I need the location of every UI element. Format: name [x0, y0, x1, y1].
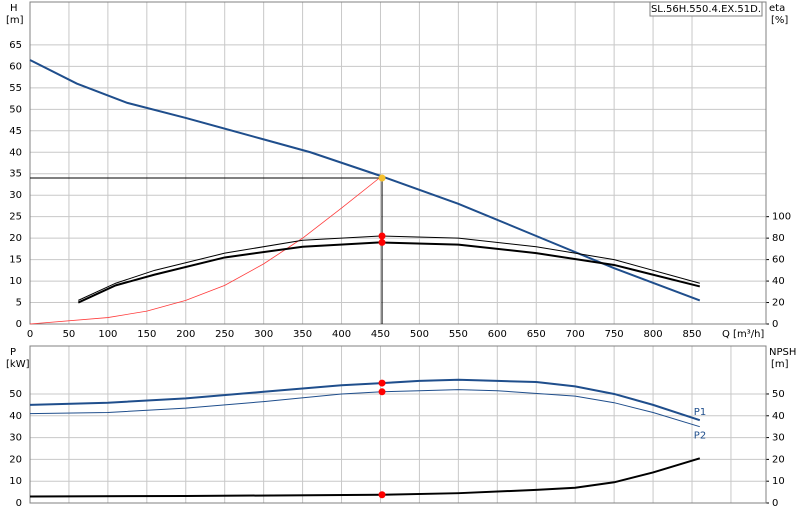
y-axis-label: P [10, 347, 16, 358]
y2-tick-label: 0 [772, 498, 778, 509]
title-box [649, 1, 763, 17]
x-tick-label: 200 [176, 329, 195, 340]
curve-label: P1 [694, 407, 706, 418]
x-tick-label: 400 [332, 329, 351, 340]
y2-axis-label: NPSH [769, 347, 796, 358]
y-tick-label: 0 [16, 498, 22, 509]
curve-label: P2 [694, 431, 706, 442]
x-tick-label: 700 [566, 329, 585, 340]
y2-tick-label: 60 [772, 255, 785, 266]
y-tick-label: 15 [9, 255, 22, 266]
x-tick-label: 0 [27, 329, 33, 340]
y-tick-label: 30 [9, 433, 22, 444]
x-axis-label: Q [m³/h] [722, 329, 764, 340]
x-tick-label: 650 [527, 329, 546, 340]
x-tick-label: 50 [63, 329, 76, 340]
y-tick-label: 40 [9, 411, 22, 422]
operating-marker [378, 238, 386, 246]
y2-tick-label: 100 [772, 212, 791, 223]
y-tick-label: 50 [9, 104, 22, 115]
x-tick-label: 800 [644, 329, 663, 340]
y-tick-label: 30 [9, 190, 22, 201]
y-tick-label: 65 [9, 40, 22, 51]
y-axis-unit: [kW] [6, 359, 30, 370]
x-tick-label: 450 [371, 329, 390, 340]
curve [29, 59, 701, 302]
y-tick-label: 45 [9, 126, 22, 137]
y-tick-label: 55 [9, 83, 22, 94]
y-axis-unit: [m] [6, 15, 24, 26]
x-tick-label: 500 [410, 329, 429, 340]
operating-marker [378, 379, 386, 387]
y-tick-label: 20 [9, 233, 22, 244]
operating-marker [378, 491, 386, 499]
y-tick-label: 50 [9, 389, 22, 400]
y-tick-label: 20 [9, 454, 22, 465]
x-tick-label: 550 [449, 329, 468, 340]
x-tick-label: 750 [605, 329, 624, 340]
x-tick-label: 350 [293, 329, 312, 340]
x-tick-label: 100 [98, 329, 117, 340]
chart-title: SL.56H.550.4.EX.51D. [651, 4, 761, 15]
operating-marker [378, 174, 386, 182]
y-tick-label: 25 [9, 212, 22, 223]
y2-tick-label: 10 [772, 476, 785, 487]
curve [29, 389, 700, 428]
x-tick-label: 300 [254, 329, 273, 340]
x-tick-label: 600 [488, 329, 507, 340]
y-tick-label: 0 [16, 319, 22, 330]
x-tick-label: 250 [215, 329, 234, 340]
plot-border [29, 345, 767, 504]
y2-tick-label: 40 [772, 411, 785, 422]
x-tick-label: 850 [682, 329, 701, 340]
y2-axis-unit: [m] [771, 359, 789, 370]
y2-tick-label: 0 [772, 319, 778, 330]
curve [77, 241, 701, 304]
x-tick-label: 150 [137, 329, 156, 340]
operating-marker [378, 232, 386, 240]
plot-border [29, 1, 767, 325]
y2-tick-label: 50 [772, 389, 785, 400]
y-tick-label: 10 [9, 476, 22, 487]
y-tick-label: 10 [9, 276, 22, 287]
y2-axis-label: eta [769, 3, 785, 14]
y2-axis-unit: [%] [771, 15, 788, 26]
operating-marker [378, 388, 386, 396]
y2-tick-label: 30 [772, 433, 785, 444]
curve [29, 457, 701, 498]
curve [78, 235, 700, 301]
curve [29, 175, 383, 325]
y2-tick-label: 80 [772, 233, 785, 244]
plot-area [30, 2, 766, 324]
y-tick-label: 35 [9, 169, 22, 180]
y-tick-label: 5 [16, 298, 22, 309]
y2-tick-label: 40 [772, 276, 785, 287]
y2-tick-label: 20 [772, 298, 785, 309]
y-tick-label: 60 [9, 61, 22, 72]
plot-area [30, 346, 766, 503]
y-tick-label: 40 [9, 147, 22, 158]
y-axis-label: H [10, 3, 18, 14]
y2-tick-label: 20 [772, 454, 785, 465]
curve [29, 378, 701, 422]
